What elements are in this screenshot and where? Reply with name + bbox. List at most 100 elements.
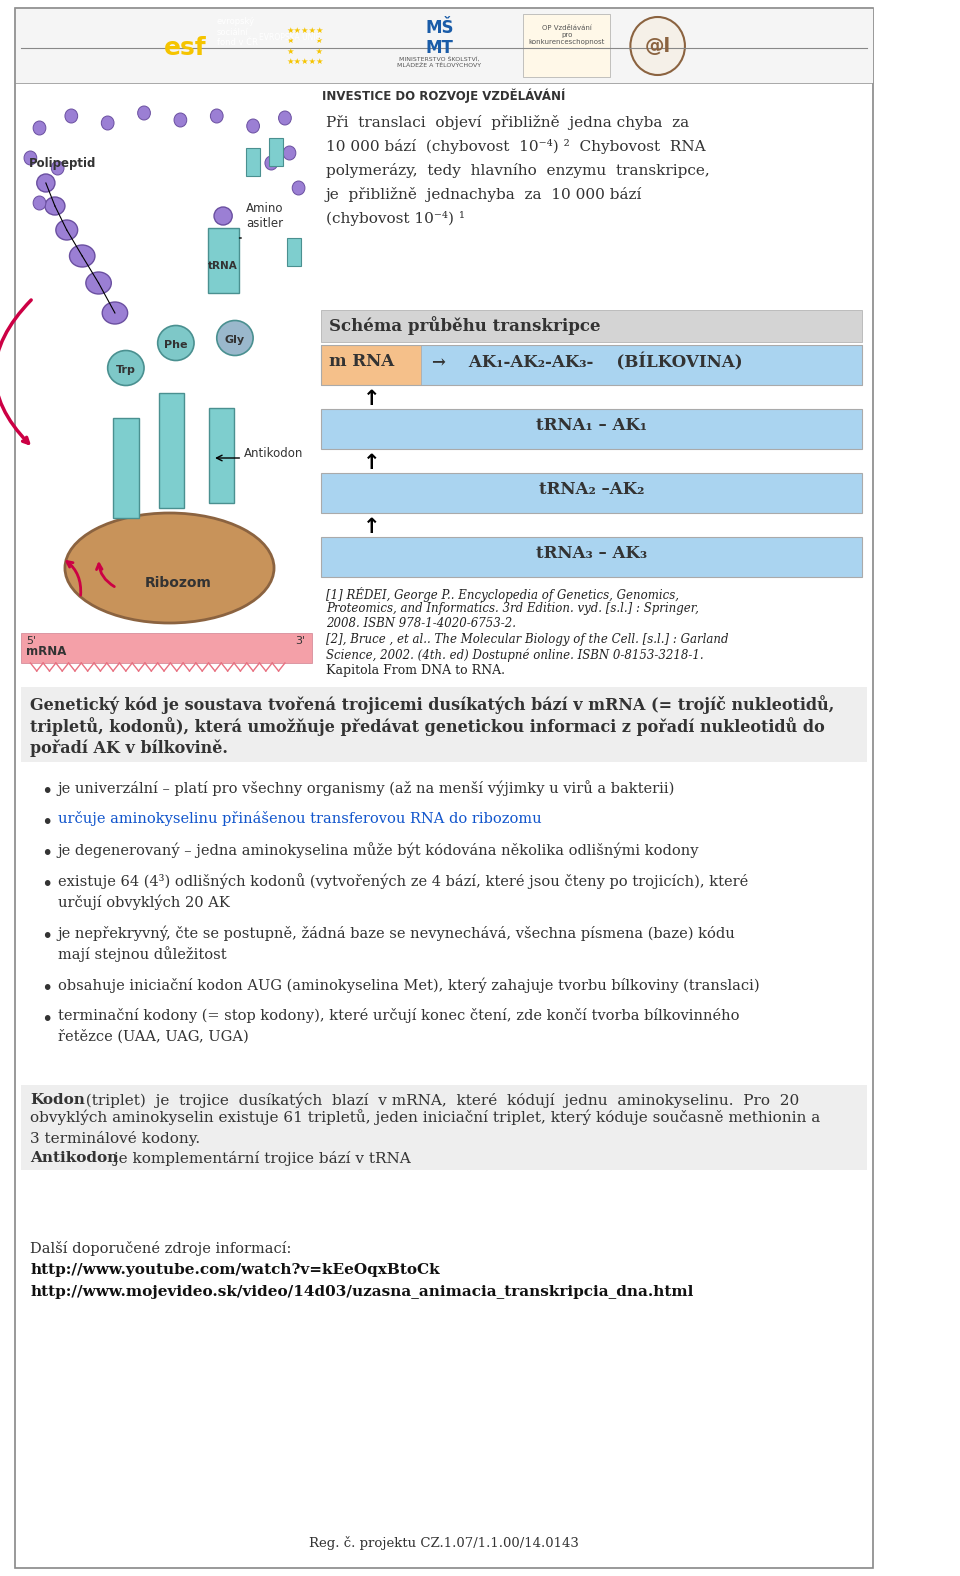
Bar [246, 148, 260, 177]
Bar [21, 634, 312, 663]
Bar [287, 238, 301, 266]
Text: [1] RÉDEI, George P.. Encyclopedia of Genetics, Genomics,: [1] RÉDEI, George P.. Encyclopedia of Ge… [325, 586, 679, 602]
Text: @l: @l [644, 36, 671, 55]
Text: určuje aminokyselinu přinášenou transferovou RNA do ribozomu: určuje aminokyselinu přinášenou transfer… [58, 812, 541, 826]
Text: •: • [41, 845, 53, 864]
Text: je degenerovaný – jedna aminokyselina může být kódována několika odlišnými kodon: je degenerovaný – jedna aminokyselina mů… [58, 842, 699, 857]
Bar [322, 473, 862, 514]
Circle shape [278, 110, 291, 125]
Text: ★★★★★
★        ★
★        ★
★★★★★: ★★★★★ ★ ★ ★ ★ ★★★★★ [286, 25, 324, 66]
Text: polymerázy,  tedy  hlavního  enzymu  transkripce,: polymerázy, tedy hlavního enzymu transkr… [325, 162, 709, 178]
Text: je nepřekryvný, čte se postupně, žádná baze se nevynechává, všechna písmena (baz: je nepřekryvný, čte se postupně, žádná b… [58, 925, 735, 941]
Text: obsahuje iniciační kodon AUG (aminokyselina Met), který zahajuje tvorbu bílkovin: obsahuje iniciační kodon AUG (aminokysel… [58, 977, 759, 993]
Text: •: • [41, 782, 53, 801]
Text: •: • [41, 979, 53, 998]
Text: terminační kodony (= stop kodony), které určují konec čtení, zde končí tvorba bí: terminační kodony (= stop kodony), které… [58, 1009, 739, 1023]
Text: tRNA₁ – AK₁: tRNA₁ – AK₁ [536, 418, 647, 433]
Text: řetězce (UAA, UAG, UGA): řetězce (UAA, UAG, UGA) [58, 1029, 249, 1043]
Text: (triplet)  je  trojice  dusíkatých  blazí  v mRNA,  které  kódují  jednu  aminok: (triplet) je trojice dusíkatých blazí v … [76, 1094, 799, 1108]
Bar [322, 310, 862, 342]
Ellipse shape [65, 514, 274, 623]
Text: asitler: asitler [246, 216, 283, 230]
Circle shape [174, 113, 187, 128]
Text: pořadí AK v bílkovině.: pořadí AK v bílkovině. [31, 739, 228, 756]
Text: ↑: ↑ [363, 389, 380, 410]
Text: určují obvyklých 20 AK: určují obvyklých 20 AK [58, 894, 229, 909]
Text: 3': 3' [295, 637, 305, 646]
Text: Trp: Trp [116, 366, 135, 375]
Text: Další doporučené zdroje informací:: Další doporučené zdroje informací: [31, 1240, 292, 1256]
Bar [322, 345, 421, 385]
Bar [322, 345, 862, 385]
Ellipse shape [631, 17, 684, 76]
Text: Při  translaci  objeví  přibližně  jedna chyba  za: Při translaci objeví přibližně jedna chy… [325, 115, 689, 129]
Text: INVESTICE DO ROZVOJE VZDĚLÁVÁNÍ: INVESTICE DO ROZVOJE VZDĚLÁVÁNÍ [323, 88, 565, 102]
Ellipse shape [217, 320, 253, 356]
Bar [15, 8, 873, 84]
Text: [2], Bruce , et al.. The Molecular Biology of the Cell. [s.l.] : Garland: [2], Bruce , et al.. The Molecular Biolo… [325, 634, 729, 646]
Text: esf: esf [163, 36, 206, 60]
Text: Amino: Amino [246, 202, 283, 214]
Text: •: • [41, 813, 53, 832]
Bar [21, 98, 312, 678]
Text: OP Vzdělávání
pro
konkurenceschopnost: OP Vzdělávání pro konkurenceschopnost [529, 25, 605, 46]
Circle shape [34, 195, 46, 210]
Text: EVROPSKÁ UNIE: EVROPSKÁ UNIE [259, 33, 321, 43]
Circle shape [102, 117, 114, 129]
Text: tRNA: tRNA [208, 262, 238, 271]
Text: 10 000 bází  (chybovost  10⁻⁴) ²  Chybovost  RNA: 10 000 bází (chybovost 10⁻⁴) ² Chybovost… [325, 139, 706, 154]
Ellipse shape [56, 221, 78, 240]
Bar [322, 410, 862, 449]
Bar [113, 418, 138, 519]
Text: http://www.youtube.com/watch?v=kEeOqxBtoCk: http://www.youtube.com/watch?v=kEeOqxBto… [31, 1262, 440, 1277]
Text: •: • [41, 875, 53, 894]
Text: MINISTERSTVO ŠKOLSTVÍ,
MLÁDEŽE A TĚLOVÝCHOVY: MINISTERSTVO ŠKOLSTVÍ, MLÁDEŽE A TĚLOVÝC… [397, 57, 482, 68]
Ellipse shape [214, 206, 232, 225]
Bar [21, 687, 867, 763]
Text: Ribozom: Ribozom [145, 575, 212, 589]
Text: Genetický kód je soustava tvořená trojicemi dusíkatých bází v mRNA (= trojíč nuk: Genetický kód je soustava tvořená trojic… [31, 695, 834, 714]
Text: Antikodon: Antikodon [244, 446, 303, 460]
Text: (chybovost 10⁻⁴) ¹: (chybovost 10⁻⁴) ¹ [325, 211, 465, 225]
Circle shape [292, 181, 305, 195]
Text: Gly: Gly [225, 336, 245, 345]
Text: 5': 5' [26, 637, 36, 646]
Text: m RNA: m RNA [328, 353, 394, 370]
Text: tRNA₂ –AK₂: tRNA₂ –AK₂ [539, 481, 644, 498]
Bar [158, 392, 184, 507]
Text: Proteomics, and Informatics. 3rd Edition. vyd. [s.l.] : Springer,: Proteomics, and Informatics. 3rd Edition… [325, 602, 699, 615]
Text: Schéma průběhu transkripce: Schéma průběhu transkripce [328, 317, 600, 336]
Text: 3 terminálové kodony.: 3 terminálové kodony. [31, 1132, 201, 1146]
Circle shape [210, 109, 223, 123]
Circle shape [283, 147, 296, 161]
Circle shape [51, 161, 64, 175]
Text: je komplementární trojice bází v tRNA: je komplementární trojice bází v tRNA [109, 1150, 411, 1166]
Text: •: • [41, 1010, 53, 1029]
Circle shape [265, 156, 277, 170]
Text: evropský
sociální
fond v ČR: evropský sociální fond v ČR [217, 17, 257, 47]
Bar [523, 14, 611, 77]
Text: Reg. č. projektu CZ.1.07/1.1.00/14.0143: Reg. č. projektu CZ.1.07/1.1.00/14.0143 [309, 1537, 579, 1551]
Text: •: • [41, 927, 53, 946]
Text: Science, 2002. (4th. ed) Dostupné online. ISBN 0-8153-3218-1.: Science, 2002. (4th. ed) Dostupné online… [325, 648, 704, 662]
Text: Phe: Phe [164, 340, 187, 350]
Ellipse shape [157, 326, 194, 361]
Circle shape [137, 106, 151, 120]
Text: Antikodon: Antikodon [31, 1150, 119, 1165]
Text: existuje 64 (4³) odlišných kodonů (vytvořených ze 4 bází, které jsou čteny po tr: existuje 64 (4³) odlišných kodonů (vytvo… [58, 873, 748, 889]
Bar [21, 1084, 867, 1169]
Text: Kapitola From DNA to RNA.: Kapitola From DNA to RNA. [325, 663, 505, 678]
Ellipse shape [36, 173, 55, 192]
Ellipse shape [85, 273, 111, 295]
Ellipse shape [69, 244, 95, 266]
Text: mají stejnou důležitost: mají stejnou důležitost [58, 946, 227, 961]
Ellipse shape [108, 350, 144, 386]
Text: tripletů, kodonů), která umožňuje předávat genetickou informaci z pořadí nukleot: tripletů, kodonů), která umožňuje předáv… [31, 717, 826, 736]
Bar [208, 408, 234, 503]
Text: obvyklých aminokyselin existuje 61 tripletů, jeden iniciační triplet, který kódu: obvyklých aminokyselin existuje 61 tripl… [31, 1110, 821, 1125]
Circle shape [24, 151, 36, 165]
Bar [269, 139, 283, 165]
Ellipse shape [45, 197, 65, 214]
Text: tRNA₃ – AK₃: tRNA₃ – AK₃ [536, 545, 647, 563]
Bar [421, 345, 862, 385]
